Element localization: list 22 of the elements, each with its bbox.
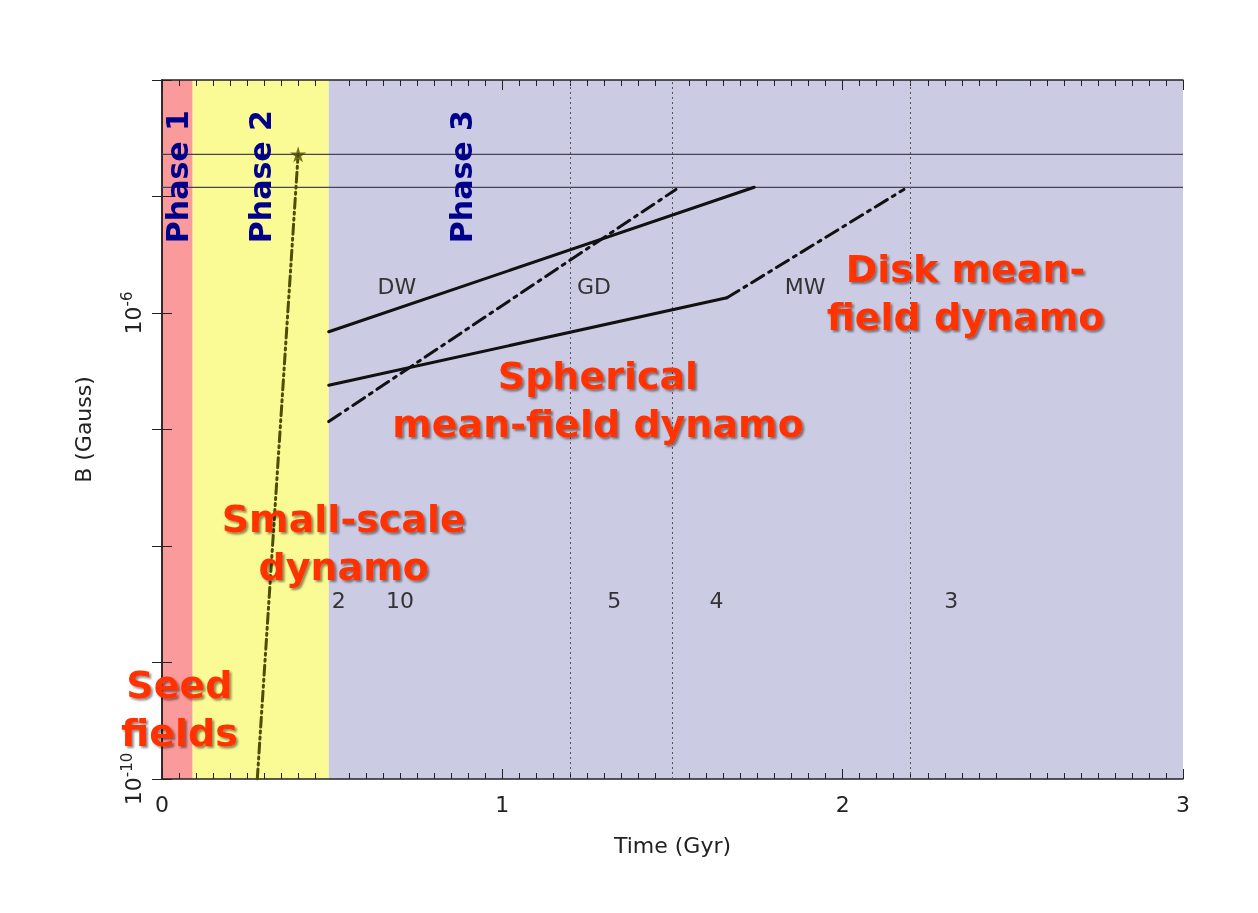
x-tick-label: 3 (1176, 791, 1190, 817)
y-tick-label: 10-10 (117, 752, 146, 806)
band-label: Phase 3 (443, 110, 479, 244)
band-label: Phase 2 (243, 110, 279, 244)
annotation: 10 (385, 588, 414, 614)
x-tick-label: 2 (835, 791, 850, 817)
annotation: Disk mean- field dynamo (826, 247, 1105, 340)
text: MW (784, 273, 826, 299)
y-tick-label: 10-6 (117, 291, 146, 335)
annotation: Small-scale dynamo (221, 496, 466, 589)
annotation: 3 (944, 588, 959, 614)
annotation: 4 (709, 588, 724, 614)
x-axis-title: Time (Gyr) (612, 832, 732, 858)
x-tick-label: 1 (495, 791, 510, 817)
annotation: 2 (331, 588, 346, 614)
annotation: Spherical mean-field dynamo (392, 354, 804, 447)
series-label: DW (377, 273, 417, 299)
series-label: GD (576, 273, 611, 299)
y-axis-title: B (Gauss) (70, 376, 96, 483)
x-tick-label: 0 (155, 791, 169, 817)
band-label: Phase 1 (159, 110, 195, 244)
annotation: 5 (607, 588, 622, 614)
